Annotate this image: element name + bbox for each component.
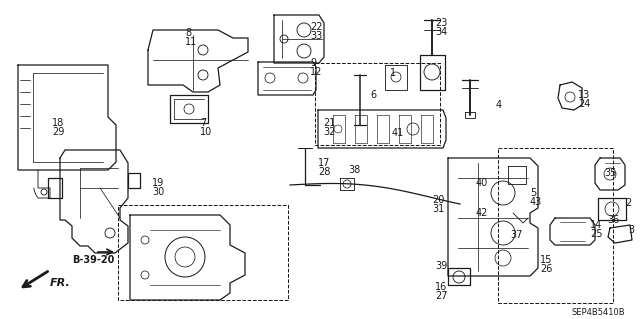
Text: B-39-20: B-39-20 xyxy=(72,255,115,265)
Text: 40: 40 xyxy=(476,178,488,188)
Text: FR.: FR. xyxy=(50,278,71,288)
Text: 43: 43 xyxy=(530,197,542,207)
Text: 4: 4 xyxy=(496,100,502,110)
Text: 24: 24 xyxy=(578,99,590,109)
Text: SEP4B5410B: SEP4B5410B xyxy=(572,308,626,317)
Text: 41: 41 xyxy=(392,128,404,138)
Text: 30: 30 xyxy=(152,187,164,197)
Text: 33: 33 xyxy=(310,31,323,41)
Text: 13: 13 xyxy=(578,90,590,100)
Text: 6: 6 xyxy=(370,90,376,100)
Text: 31: 31 xyxy=(432,204,444,214)
Text: 8: 8 xyxy=(185,28,191,38)
Text: 42: 42 xyxy=(476,208,488,218)
Text: 38: 38 xyxy=(348,165,360,175)
Text: 9: 9 xyxy=(310,58,316,68)
Text: 18: 18 xyxy=(52,118,64,128)
Text: 37: 37 xyxy=(510,230,522,240)
Text: 25: 25 xyxy=(590,229,602,239)
Text: 39: 39 xyxy=(435,261,447,271)
Text: 7: 7 xyxy=(200,118,206,128)
Text: 35: 35 xyxy=(604,168,616,178)
Text: 32: 32 xyxy=(323,127,335,137)
Text: 10: 10 xyxy=(200,127,212,137)
Text: 16: 16 xyxy=(435,282,447,292)
Text: 28: 28 xyxy=(318,167,330,177)
Text: 27: 27 xyxy=(435,291,447,301)
Text: 14: 14 xyxy=(590,220,602,230)
Text: 5: 5 xyxy=(530,188,536,198)
Text: 22: 22 xyxy=(310,22,323,32)
Text: 23: 23 xyxy=(435,18,447,28)
Text: 15: 15 xyxy=(540,255,552,265)
Text: 1: 1 xyxy=(390,68,396,78)
Text: 2: 2 xyxy=(625,198,631,208)
Text: 12: 12 xyxy=(310,67,323,77)
Text: 19: 19 xyxy=(152,178,164,188)
Text: 17: 17 xyxy=(318,158,330,168)
Text: 20: 20 xyxy=(432,195,444,205)
Text: 29: 29 xyxy=(52,127,65,137)
Text: 11: 11 xyxy=(185,37,197,47)
Text: 34: 34 xyxy=(435,27,447,37)
Text: 26: 26 xyxy=(540,264,552,274)
Text: 3: 3 xyxy=(628,225,634,235)
Text: 36: 36 xyxy=(607,215,620,225)
Text: 21: 21 xyxy=(323,118,335,128)
